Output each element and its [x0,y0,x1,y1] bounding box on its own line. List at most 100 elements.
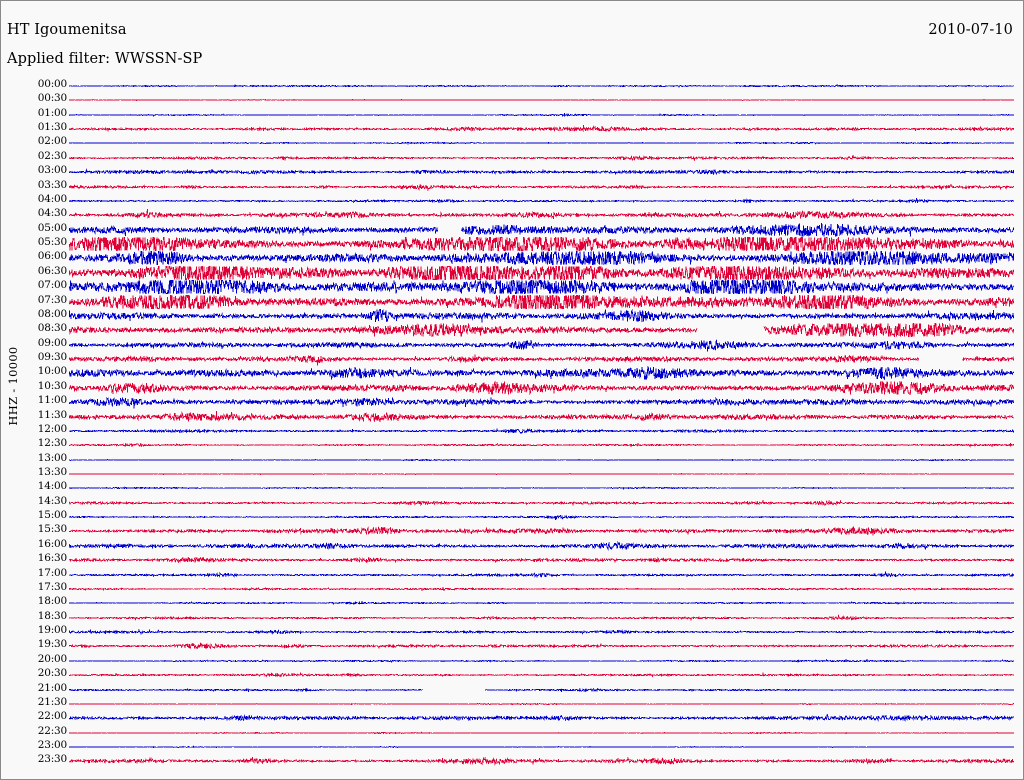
trace-time-label: 17:30 [37,580,67,593]
trace-time-label: 04:30 [37,207,67,220]
trace-row: 09:00 [1,337,1023,352]
trace-row: 09:30 [1,351,1023,366]
trace-waveform [69,740,1014,754]
trace-time-label: 21:00 [37,681,67,694]
trace-time-label: 02:30 [37,149,67,162]
trace-row: 19:00 [1,624,1023,639]
trace-row: 05:00 [1,222,1023,237]
trace-waveform [69,453,1014,467]
trace-waveform [69,754,1014,768]
trace-time-label: 14:30 [37,494,67,507]
trace-row: 15:00 [1,509,1023,524]
trace-time-label: 10:00 [37,365,67,378]
trace-row: 21:30 [1,695,1023,711]
trace-row: 11:30 [1,409,1023,424]
trace-waveform [69,208,1014,222]
trace-row: 11:00 [1,394,1023,409]
trace-row: 00:30 [1,92,1023,107]
trace-waveform [69,582,1014,596]
trace-time-label: 08:00 [37,307,67,320]
trace-waveform [69,151,1014,165]
trace-row: 04:30 [1,207,1023,222]
trace-time-label: 14:00 [37,480,67,493]
trace-waveform [69,438,1014,452]
helicorder-plot: 00:00 00:30 01:00 01:30 02:00 02:30 03:00 03:30… [1,78,1023,779]
trace-waveform [69,524,1014,538]
record-date: 2010-07-10 [928,22,1013,38]
trace-time-label: 12:00 [37,422,67,435]
trace-waveform [69,194,1014,208]
trace-row: 14:30 [1,494,1023,510]
trace-time-label: 04:00 [37,192,67,205]
trace-waveform [69,424,1014,438]
trace-time-label: 07:30 [37,293,67,306]
trace-waveform [69,294,1014,309]
trace-time-label: 03:00 [37,164,67,177]
trace-row: 23:30 [1,753,1023,768]
trace-time-label: 21:30 [37,695,67,708]
trace-waveform [69,683,1014,697]
trace-time-label: 23:00 [37,739,67,752]
trace-time-label: 08:30 [37,322,67,335]
trace-row: 10:30 [1,380,1023,395]
trace-time-label: 20:30 [37,667,67,680]
trace-row: 06:30 [1,264,1023,280]
trace-waveform [69,280,1014,295]
trace-time-label: 01:00 [37,106,67,119]
trace-waveform [69,625,1014,639]
trace-waveform [69,122,1014,136]
trace-time-label: 11:00 [37,394,67,407]
trace-row: 16:00 [1,537,1023,553]
trace-waveform [69,553,1014,567]
trace-time-label: 05:30 [37,236,67,249]
trace-waveform [69,366,1014,381]
trace-row: 18:30 [1,610,1023,625]
trace-row: 03:00 [1,164,1023,179]
trace-time-label: 13:00 [37,451,67,464]
trace-waveform [69,654,1014,668]
trace-waveform [69,410,1014,424]
trace-time-label: 22:30 [37,724,67,737]
trace-time-label: 09:30 [37,351,67,364]
trace-row: 01:30 [1,121,1023,136]
trace-row: 16:30 [1,552,1023,567]
trace-row: 00:00 [1,78,1023,93]
trace-time-label: 19:30 [37,638,67,651]
trace-row: 21:00 [1,681,1023,697]
trace-time-label: 07:00 [37,279,67,292]
trace-row: 07:30 [1,293,1023,309]
trace-waveform [69,308,1014,323]
trace-row: 10:00 [1,365,1023,381]
trace-time-label: 20:00 [37,652,67,665]
trace-row: 22:30 [1,724,1023,740]
trace-row: 08:00 [1,307,1023,323]
trace-time-label: 16:00 [37,537,67,550]
trace-waveform [69,237,1014,252]
trace-time-label: 01:30 [37,121,67,134]
trace-waveform [69,726,1014,740]
trace-row: 03:30 [1,179,1023,194]
trace-time-label: 15:30 [37,523,67,536]
trace-waveform [69,93,1014,107]
trace-waveform [69,79,1014,93]
trace-row: 02:30 [1,149,1023,165]
trace-row: 13:00 [1,451,1023,467]
trace-row: 14:00 [1,480,1023,495]
trace-time-label: 22:00 [37,710,67,723]
trace-waveform [69,265,1014,280]
trace-time-label: 17:00 [37,566,67,579]
trace-waveform [69,338,1014,352]
trace-row: 23:00 [1,739,1023,754]
trace-waveform [69,510,1014,524]
trace-waveform [69,568,1014,582]
trace-waveform [69,380,1014,395]
trace-waveform [69,697,1014,711]
trace-row: 02:00 [1,135,1023,150]
trace-waveform [69,496,1014,510]
trace-waveform [69,611,1014,625]
trace-waveform [69,596,1014,610]
trace-row: 20:30 [1,667,1023,682]
station-title: HT Igoumenitsa [7,22,127,38]
trace-waveform [69,136,1014,150]
trace-time-label: 06:30 [37,264,67,277]
